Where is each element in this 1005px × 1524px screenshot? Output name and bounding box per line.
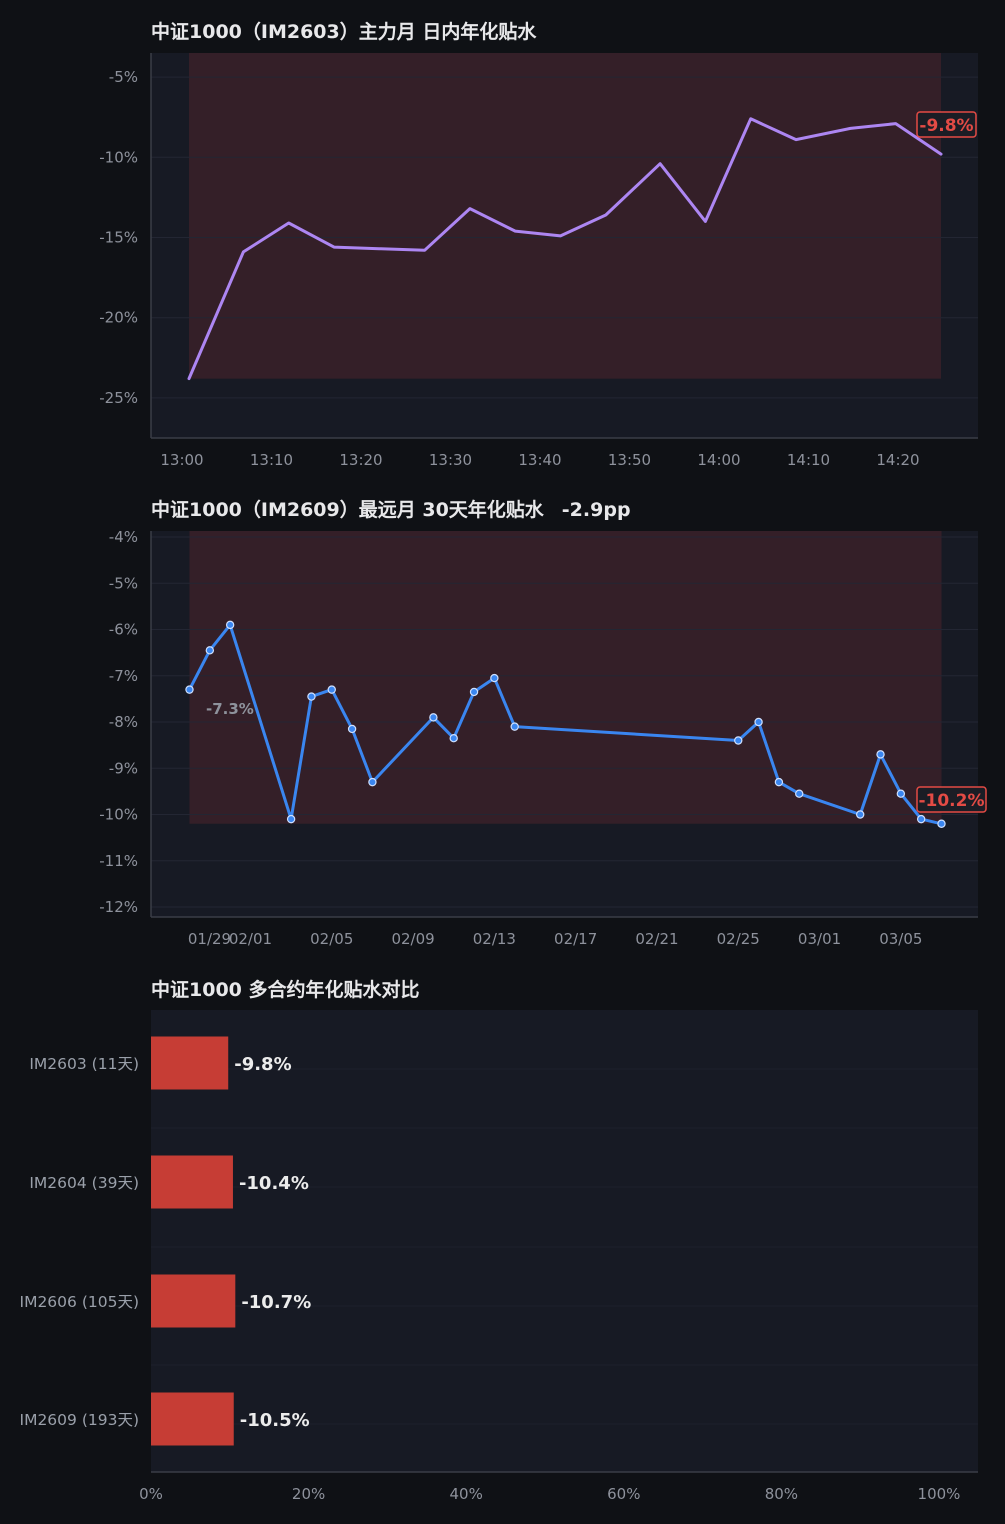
- chart2-x-tick-label: 02/13: [473, 930, 516, 948]
- chart2-series-line: [188, 623, 943, 826]
- chart1-x-tick-label: 14:20: [876, 451, 919, 469]
- chart2-y-tick-label: -4%: [109, 528, 138, 546]
- chart2-data-point: [916, 814, 926, 824]
- chart3-x-tick-label: 40%: [450, 1485, 483, 1503]
- chart3-bar: [151, 1155, 233, 1209]
- chart2-data-point: [347, 724, 357, 734]
- chart3-value-label: -9.8%: [234, 1054, 291, 1075]
- chart2-data-point: [856, 810, 865, 819]
- chart2-data-point: [225, 620, 235, 630]
- chart3-bar: [151, 1392, 234, 1446]
- chart2-data-point: [368, 777, 377, 787]
- chart2-data-point: [429, 713, 438, 722]
- chart3-title: 中证1000 多合约年化贴水对比: [151, 978, 420, 1001]
- chart2-data-point: [449, 733, 458, 743]
- chart3-x-tick-label: 80%: [765, 1485, 798, 1503]
- far-month-discount-chart: 中证1000（IM2609）最远月 30天年化贴水 -2.9pp -4% -5% -6…: [99, 498, 987, 948]
- chart2-data-point: [937, 819, 946, 828]
- chart1-x-tick-label: 14:00: [697, 451, 740, 469]
- chart2-data-point: [896, 789, 906, 798]
- chart1-shade-region: [189, 53, 941, 379]
- chart3-value-label: -10.4%: [239, 1173, 309, 1194]
- chart2-x-tick-label: 02/17: [554, 930, 597, 948]
- chart2-y-tick-label: -12%: [99, 898, 138, 916]
- chart1-y-tick-label: -10%: [99, 148, 138, 166]
- chart2-data-point: [876, 750, 885, 759]
- intraday-discount-chart: 中证1000（IM2603）主力月 日内年化贴水 -5% -10% -15% -20%…: [99, 20, 978, 469]
- chart1-y-tick-label: -20%: [99, 309, 138, 327]
- chart2-start-label: -7.3%: [206, 700, 254, 718]
- chart1-x-tick-label: 13:00: [160, 451, 203, 469]
- chart2-y-tick-label: -9%: [109, 759, 138, 777]
- chart1-end-label-box: [916, 111, 977, 138]
- chart2-data-point: [754, 717, 763, 727]
- chart1-x-tick-label: 13:40: [518, 451, 561, 469]
- chart2-x-tick-label: 02/25: [717, 930, 760, 948]
- chart2-y-tick-label: -7%: [109, 667, 138, 685]
- chart2-data-point: [205, 646, 215, 655]
- chart1-x-tick-label: 13:30: [429, 451, 472, 469]
- chart2-shade-region: [189, 531, 942, 824]
- chart3-bar: [151, 1036, 229, 1090]
- chart3-category-label: IM2603 (11天): [29, 1055, 139, 1073]
- chart2-y-tick-label: -5%: [109, 574, 138, 592]
- chart2-data-point: [307, 692, 316, 701]
- chart2-end-label: -10.2%: [918, 791, 984, 811]
- chart1-x-tick-label: 13:10: [250, 451, 293, 469]
- chart2-y-tick-label: -10%: [99, 806, 138, 824]
- chart2-data-point: [185, 685, 194, 694]
- chart1-y-tick-label: -15%: [99, 228, 138, 246]
- chart2-x-tick-label: 02/09: [391, 930, 434, 948]
- chart1-series-line: [187, 117, 943, 381]
- chart3-value-label: -10.7%: [241, 1292, 311, 1313]
- chart3-x-tick-label: 0%: [139, 1485, 163, 1503]
- chart2-data-point: [734, 736, 743, 745]
- chart2-data-point: [795, 789, 804, 798]
- chart1-y-tick-label: -25%: [99, 389, 138, 407]
- chart2-x-tick-label: 02/01: [229, 930, 272, 948]
- chart2-data-point: [327, 685, 336, 694]
- chart1-end-label: -9.8%: [919, 116, 973, 136]
- chart2-x-tick-label: 03/01: [798, 930, 841, 948]
- chart2-data-point: [469, 687, 479, 697]
- chart2-title: 中证1000（IM2609）最远月 30天年化贴水 -2.9pp: [151, 498, 631, 521]
- chart2-x-tick-label: 03/05: [879, 930, 922, 948]
- chart3-category-label: IM2609 (193天): [20, 1411, 140, 1429]
- chart3-bar: [151, 1274, 236, 1328]
- chart2-end-label-box: [916, 786, 987, 813]
- chart2-x-tick-label: 01/29: [188, 930, 231, 948]
- multi-contract-bar-chart: 中证1000 多合约年化贴水对比 IM2603 (11天) -9.8% IM2604…: [20, 978, 978, 1503]
- chart2-x-tick-label: 02/21: [635, 930, 678, 948]
- chart3-category-label: IM2606 (105天): [20, 1293, 140, 1311]
- chart3-category-label: IM2604 (39天): [29, 1174, 139, 1192]
- chart2-data-point: [774, 777, 784, 787]
- chart1-y-tick-label: -5%: [109, 68, 138, 86]
- chart3-x-tick-label: 20%: [292, 1485, 325, 1503]
- chart2-title-text: 中证1000（IM2609）最远月 30天年化贴水: [151, 498, 545, 521]
- chart3-x-tick-label: 100%: [918, 1485, 961, 1503]
- chart2-data-point: [490, 673, 499, 683]
- chart3-x-tick-label: 60%: [607, 1485, 640, 1503]
- chart2-x-tick-label: 02/05: [310, 930, 353, 948]
- chart2-data-point: [510, 722, 519, 731]
- chart3-value-label: -10.5%: [240, 1410, 310, 1431]
- chart2-data-point: [286, 814, 296, 824]
- chart2-y-tick-label: -6%: [109, 621, 138, 639]
- chart2-y-tick-label: -8%: [109, 713, 138, 731]
- chart1-title: 中证1000（IM2603）主力月 日内年化贴水: [151, 20, 537, 43]
- chart3-plot-area: [151, 1010, 978, 1472]
- chart2-y-tick-label: -11%: [99, 852, 138, 870]
- chart1-x-tick-label: 14:10: [787, 451, 830, 469]
- chart1-x-tick-label: 13:20: [339, 451, 382, 469]
- chart1-x-tick-label: 13:50: [608, 451, 651, 469]
- chart2-title-change: -2.9pp: [562, 499, 631, 521]
